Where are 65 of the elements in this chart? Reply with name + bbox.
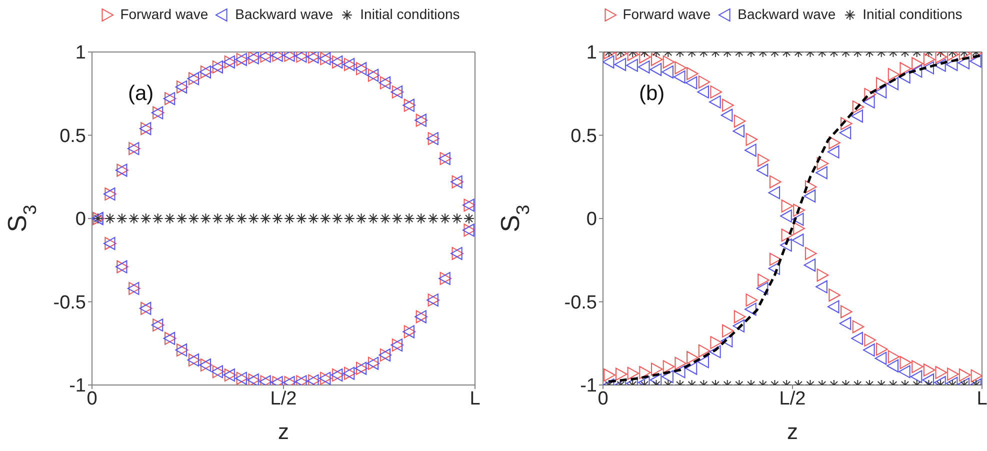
- legend-label: Initial conditions: [359, 6, 460, 22]
- legend-label: Backward wave: [234, 6, 334, 22]
- point: [769, 252, 782, 266]
- x-axis-title: z: [787, 419, 798, 444]
- point: [828, 136, 840, 150]
- point: [758, 274, 770, 287]
- point: [816, 157, 829, 170]
- x-tick-label: L: [470, 388, 480, 410]
- y-tick-label: -1: [580, 376, 597, 397]
- x-tick-label: L/2: [270, 388, 297, 410]
- point: [816, 280, 828, 294]
- point: [744, 302, 756, 316]
- legend-label: Forward wave: [119, 6, 208, 22]
- point: [792, 234, 804, 247]
- point: [804, 258, 816, 272]
- point: [792, 212, 804, 226]
- point: [780, 238, 792, 252]
- point: [851, 110, 863, 123]
- point: [828, 288, 840, 302]
- point: [769, 175, 782, 188]
- point: [734, 114, 746, 128]
- legend-label: Backward wave: [736, 6, 836, 22]
- annotation: (b): [639, 82, 665, 106]
- point: [840, 305, 852, 318]
- point: [816, 166, 828, 180]
- point: [746, 132, 758, 146]
- y-tick-label: 0: [586, 209, 597, 230]
- annotation: (a): [128, 82, 154, 106]
- point: [732, 124, 745, 138]
- y-tick-label: 0: [75, 209, 86, 230]
- y-tick-label: -1: [69, 376, 86, 397]
- y-tick-label: 1: [586, 42, 597, 64]
- point: [804, 246, 817, 260]
- x-axis-title: z: [278, 419, 289, 444]
- point: [839, 126, 852, 140]
- point: [827, 145, 840, 158]
- point: [781, 228, 794, 242]
- legend-label: Forward wave: [622, 6, 711, 22]
- point: [793, 222, 805, 235]
- point: [827, 300, 840, 314]
- x-tick-label: L/2: [779, 388, 806, 410]
- y-tick-label: -0.5: [564, 292, 597, 314]
- point: [756, 282, 768, 295]
- point: [734, 310, 746, 324]
- point: [746, 294, 758, 307]
- point: [804, 180, 817, 194]
- y-tick-label: 1: [75, 42, 86, 64]
- point: [768, 186, 780, 200]
- point: [839, 316, 852, 330]
- x-tick-label: L: [976, 388, 987, 410]
- point: [804, 190, 816, 203]
- point: [756, 164, 768, 177]
- point: [840, 117, 852, 130]
- y-tick-label: 0.5: [60, 126, 86, 147]
- point: [793, 204, 805, 217]
- point: [768, 262, 780, 275]
- point: [816, 268, 829, 282]
- legend-label: Initial conditions: [862, 6, 962, 22]
- point: [732, 319, 745, 332]
- y-tick-label: -0.5: [53, 292, 86, 314]
- point: [781, 200, 794, 213]
- point: [780, 210, 792, 223]
- y-tick-label: 0.5: [570, 126, 597, 147]
- point: [744, 144, 756, 157]
- point: [758, 154, 770, 167]
